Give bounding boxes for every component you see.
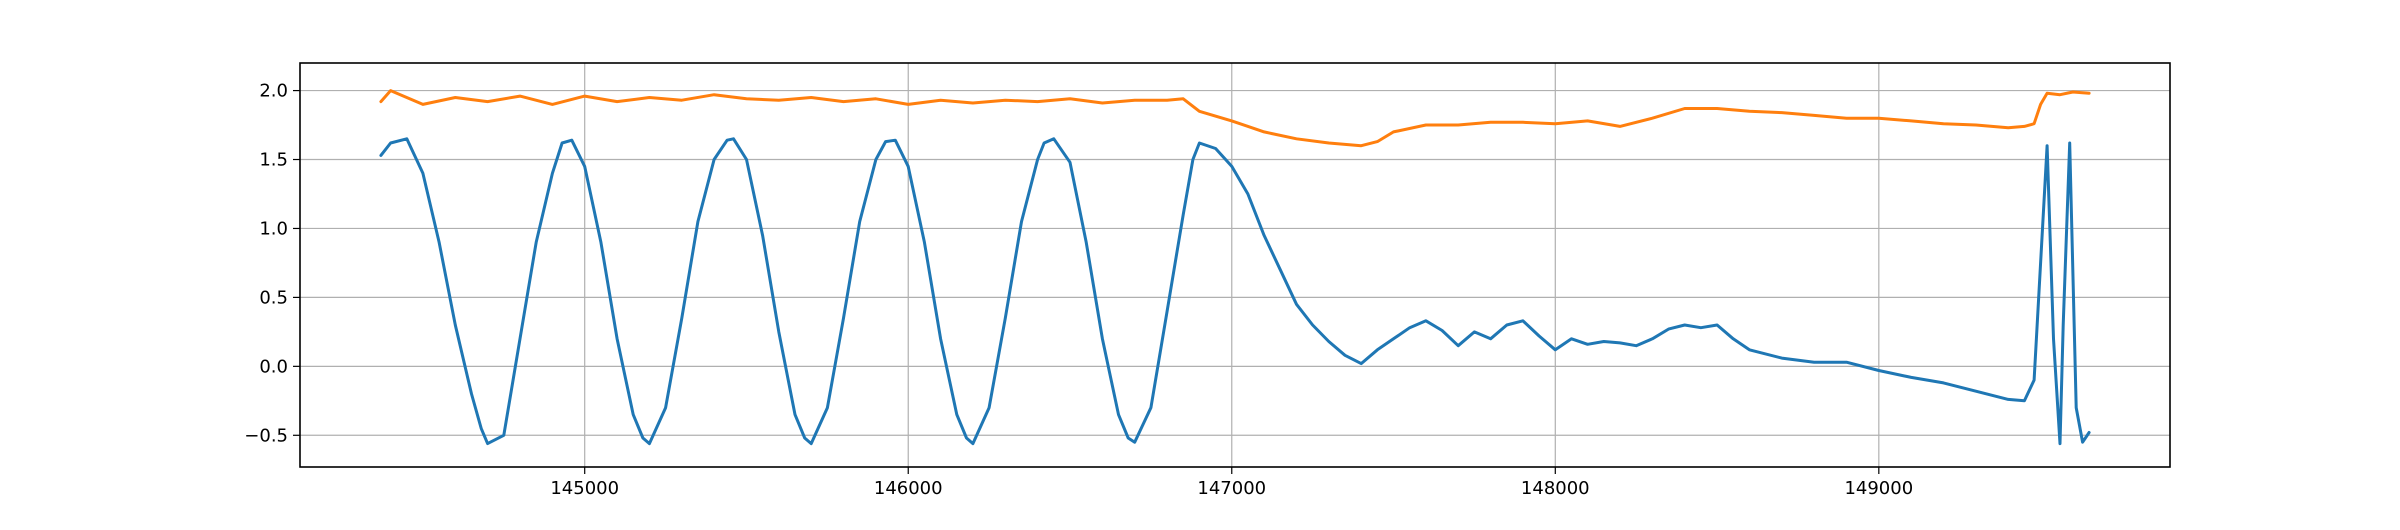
x-tick-label: 145000 (550, 478, 619, 499)
y-tick-label: 1.5 (259, 150, 288, 171)
grid-lines (300, 63, 2170, 467)
x-tick-label: 148000 (1521, 478, 1590, 499)
x-tick-label: 147000 (1197, 478, 1266, 499)
series-line-2 (379, 89, 2091, 148)
plot-frame (299, 62, 2171, 468)
y-tick-label: 2.0 (259, 81, 288, 102)
series-line-1 (379, 137, 2091, 446)
axes: 145000 146000 147000 148000 149000 −0.5 0.0 0.5… (244, 81, 1913, 499)
series-group (379, 89, 2091, 446)
y-tick-label: 0.5 (259, 287, 288, 308)
y-tick-label: −0.5 (244, 425, 288, 446)
x-tick-label: 149000 (1844, 478, 1913, 499)
y-tick-label: 0.0 (259, 356, 288, 377)
x-tick-label: 146000 (874, 478, 943, 499)
y-tick-label: 1.0 (259, 218, 288, 239)
